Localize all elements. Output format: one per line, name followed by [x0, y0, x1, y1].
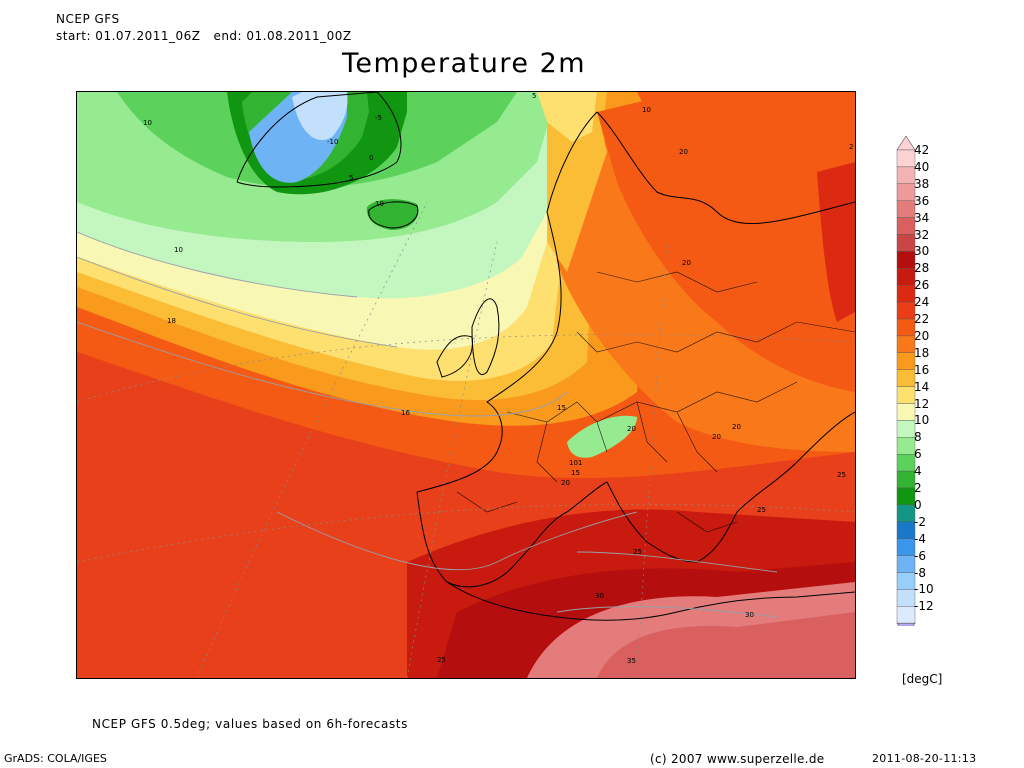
contour-label: 20: [712, 433, 721, 441]
model-note: NCEP GFS 0.5deg; values based on 6h-fore…: [92, 717, 408, 731]
scale-tick-label: 42: [914, 143, 930, 157]
scale-tick-label: 26: [914, 278, 930, 293]
temperature-map: 5 10 -5 -10 0 5 10 10 10 18 16 15 20 20 …: [76, 91, 856, 679]
scale-swatch: [896, 149, 916, 168]
contour-label: 5: [349, 174, 353, 182]
scale-tick-label: -10: [914, 582, 934, 597]
contour-label: 30: [745, 611, 754, 619]
scale-swatch: [896, 183, 916, 201]
scale-swatch: [896, 217, 916, 235]
contour-label: -5: [375, 114, 382, 122]
contour-label: 10: [642, 106, 651, 114]
contour-label: 10: [174, 246, 183, 254]
contour-label: 20: [679, 148, 688, 156]
unit-label: [degC]: [902, 672, 943, 686]
scale-tick-label: 40: [914, 159, 930, 174]
scale-tick-label: 32: [914, 227, 930, 242]
scale-swatch: [896, 538, 916, 556]
scale-swatch: [896, 572, 916, 590]
scale-tick-label: 28: [914, 261, 930, 276]
scale-tick-label: 20: [914, 328, 930, 343]
contour-label: 101: [569, 459, 582, 467]
scale-swatch: [896, 589, 916, 607]
contour-label: 10: [375, 200, 384, 208]
contour-label: 15: [557, 404, 566, 412]
scale-swatch: [896, 555, 916, 573]
contour-label: 25: [633, 548, 642, 556]
scale-tick-label: 2: [914, 481, 922, 495]
contour-label: 35: [627, 657, 636, 665]
color-scale-bar: [896, 136, 916, 626]
scale-tick-label: -6: [914, 548, 926, 563]
scale-tick-label: 10: [914, 413, 930, 428]
contour-label: 25: [437, 656, 446, 664]
scale-swatch: [896, 454, 916, 472]
scale-swatch: [896, 301, 916, 320]
forecast-period-label: start: 01.07.2011_06Z end: 01.08.2011_00…: [56, 29, 352, 43]
scale-swatch: [896, 437, 916, 455]
scale-swatch: [896, 268, 916, 286]
contour-label: 0: [369, 154, 373, 162]
scale-tick-label: 36: [914, 193, 930, 208]
scale-tick-label: 16: [914, 362, 930, 377]
scale-tick-label: 18: [914, 345, 930, 360]
scale-tick-label: 4: [914, 464, 922, 479]
contour-label: 16: [401, 409, 410, 417]
contour-label: 18: [167, 317, 176, 325]
scale-tick-label: 12: [914, 396, 930, 411]
scale-swatch: [896, 403, 916, 421]
scale-tick-label: -2: [914, 514, 926, 529]
scale-swatch: [896, 521, 916, 539]
scale-swatch: [896, 284, 916, 303]
contour-label: 20: [682, 259, 691, 267]
scale-swatch: [896, 166, 916, 184]
scale-swatch: [896, 369, 916, 387]
scale-tick-label: -4: [914, 531, 926, 546]
scale-swatch: [896, 470, 916, 489]
scale-tick-label: 14: [914, 379, 930, 394]
scale-swatch: [896, 335, 916, 353]
contour-label: 20: [627, 425, 636, 433]
scale-swatch: [896, 234, 916, 252]
contour-label: 20: [732, 423, 741, 431]
map-title: Temperature 2m: [341, 48, 587, 79]
scale-tick-label: 38: [914, 176, 930, 191]
contour-label: 5: [532, 92, 536, 100]
data-source-label: NCEP GFS: [56, 12, 120, 26]
contour-label: 15: [571, 469, 580, 477]
scale-tick-label: 6: [914, 447, 922, 462]
contour-label: 2: [849, 143, 853, 151]
scale-swatch: [896, 606, 916, 624]
scale-arrow-top: [896, 136, 916, 151]
scale-swatch: [896, 386, 916, 404]
scale-swatch: [896, 318, 916, 337]
scale-tick-label: -12: [914, 599, 934, 614]
scale-arrow-bottom: [896, 622, 916, 626]
contour-label: 25: [757, 506, 766, 514]
contour-label: 20: [561, 479, 570, 487]
contour-label: 25: [837, 471, 846, 479]
scale-tick-label: 0: [914, 497, 922, 512]
scale-swatch: [896, 352, 916, 370]
scale-swatch: [896, 420, 916, 438]
scale-swatch: [896, 200, 916, 218]
generation-timestamp: 2011-08-20-11:13: [872, 752, 977, 765]
scale-tick-label: 24: [914, 295, 930, 310]
scale-swatch: [896, 504, 916, 522]
copyright-label: (c) 2007 www.superzelle.de: [650, 752, 825, 766]
scale-tick-label: 34: [914, 210, 930, 225]
scale-tick-label: 30: [914, 244, 930, 259]
contour-label: 10: [143, 119, 152, 127]
scale-tick-label: -8: [914, 565, 926, 580]
scale-tick-label: 22: [914, 312, 930, 326]
contour-label: 30: [595, 592, 604, 600]
contour-label: -10: [327, 138, 338, 146]
scale-tick-label: 8: [914, 430, 922, 445]
graphics-engine-label: GrADS: COLA/IGES: [4, 752, 107, 765]
scale-swatch: [896, 251, 916, 269]
scale-swatch: [896, 487, 916, 506]
